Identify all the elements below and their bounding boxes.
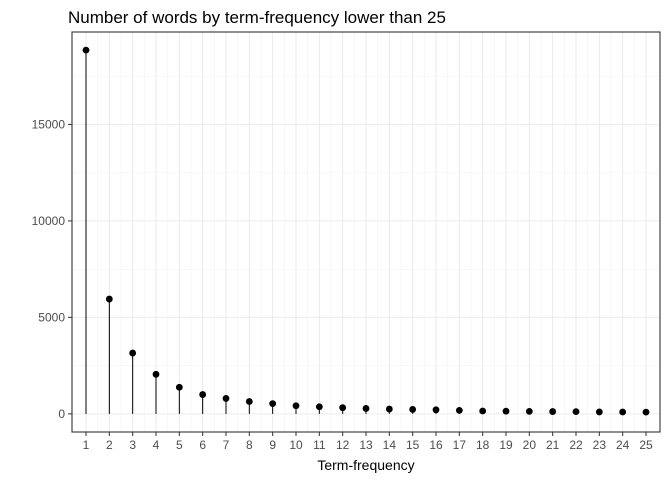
data-point-25 — [642, 408, 650, 416]
data-point-12 — [339, 404, 347, 412]
x-tick-label: 2 — [106, 438, 113, 452]
y-tick-label: 5000 — [38, 310, 65, 324]
x-tick-label: 22 — [569, 438, 583, 452]
x-tick-label: 14 — [383, 438, 397, 452]
x-tick-label: 25 — [639, 438, 653, 452]
x-tick-label: 5 — [176, 438, 183, 452]
points — [82, 46, 650, 416]
chart-title: Number of words by term-frequency lower … — [68, 8, 446, 27]
data-point-19 — [502, 407, 510, 415]
x-tick-label: 15 — [406, 438, 420, 452]
x-tick-label: 20 — [523, 438, 537, 452]
x-tick-label: 19 — [499, 438, 513, 452]
x-tick-label: 13 — [359, 438, 373, 452]
y-tick-label: 15000 — [32, 117, 66, 131]
data-point-7 — [222, 395, 230, 402]
y-axis: 0 5000 10000 15000 — [32, 117, 72, 421]
data-point-21 — [549, 408, 557, 415]
x-tick-label: 18 — [476, 438, 490, 452]
grid-lines — [72, 32, 660, 432]
data-point-9 — [269, 400, 277, 408]
x-tick-label: 17 — [453, 438, 467, 452]
x-tick-label: 4 — [153, 438, 160, 452]
data-point-20 — [525, 407, 533, 415]
data-point-16 — [432, 406, 440, 414]
data-point-3 — [129, 349, 137, 357]
data-point-24 — [619, 408, 627, 416]
data-point-18 — [479, 407, 487, 415]
x-tick-label: 16 — [429, 438, 443, 452]
data-point-4 — [152, 370, 160, 378]
x-tick-label: 9 — [269, 438, 276, 452]
x-axis-title: Term-frequency — [317, 457, 414, 473]
data-point-8 — [245, 398, 253, 405]
data-point-23 — [595, 408, 603, 416]
data-point-15 — [409, 406, 417, 413]
y-tick-label: 0 — [58, 407, 65, 421]
data-point-6 — [199, 391, 207, 398]
x-tick-label: 8 — [246, 438, 253, 452]
x-tick-label: 3 — [129, 438, 136, 452]
data-point-22 — [572, 408, 580, 416]
x-tick-label: 12 — [336, 438, 350, 452]
data-point-17 — [455, 406, 463, 414]
y-tick-label: 10000 — [32, 214, 66, 228]
x-axis: 1 2 3 4 5 6 7 8 9 10 11 12 13 14 15 16 17 18 19 20 21 22 23 24 2… — [83, 432, 653, 452]
x-tick-label: 6 — [199, 438, 206, 452]
data-point-5 — [175, 383, 183, 391]
data-point-13 — [362, 405, 370, 412]
x-tick-label: 23 — [593, 438, 607, 452]
x-tick-label: 10 — [289, 438, 303, 452]
data-point-10 — [292, 402, 300, 410]
x-tick-label: 7 — [223, 438, 230, 452]
x-tick-label: 11 — [313, 438, 326, 452]
x-tick-label: 21 — [546, 438, 560, 452]
data-point-2 — [105, 295, 113, 303]
x-tick-label: 24 — [616, 438, 630, 452]
data-point-11 — [315, 403, 323, 411]
data-point-14 — [385, 405, 393, 413]
data-point-1 — [82, 46, 90, 54]
x-tick-label: 1 — [83, 438, 90, 452]
